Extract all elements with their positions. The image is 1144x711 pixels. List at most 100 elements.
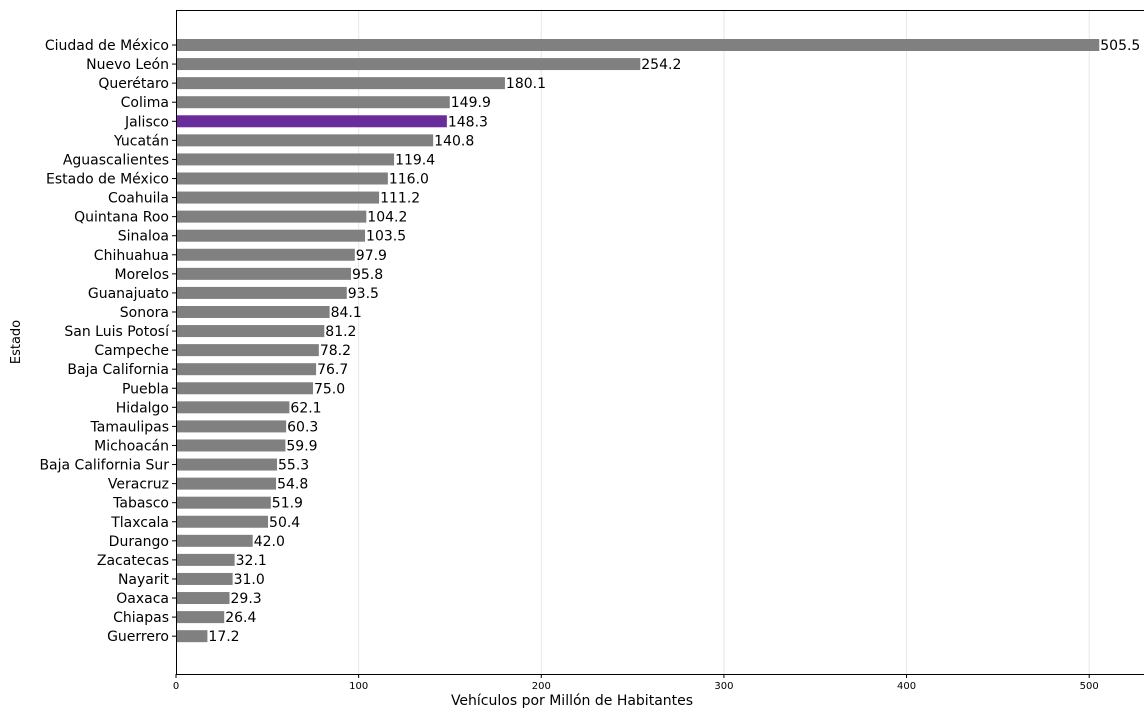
axes	[176, 10, 1144, 675]
bar-23	[176, 477, 277, 490]
category-label: San Luis Potosí	[64, 324, 170, 340]
bar-12	[176, 267, 351, 280]
category-labels: Ciudad de México Nuevo León Querétaro Colim…	[39, 38, 176, 645]
category-label: Yucatán	[113, 133, 169, 149]
category-label: Baja California	[67, 362, 169, 378]
bar-15	[176, 325, 325, 338]
value-label: 78.2	[320, 343, 351, 359]
category-label: Querétaro	[98, 76, 169, 92]
bar-17	[176, 363, 317, 376]
bar-8	[176, 191, 380, 204]
value-label: 116.0	[389, 171, 429, 187]
value-label: 180.1	[506, 76, 546, 92]
value-label: 76.7	[317, 362, 348, 378]
bar-24	[176, 496, 271, 509]
value-label: 75.0	[314, 381, 345, 397]
x-tick-label: 300	[714, 681, 733, 692]
x-tick-label: 100	[349, 681, 368, 692]
x-tick-label: 0	[173, 681, 179, 692]
category-label: Estado de México	[46, 171, 169, 187]
category-label: Tabasco	[112, 496, 169, 512]
x-ticks: 0 100 200 300 400 500	[173, 674, 1099, 692]
bar-31	[176, 630, 208, 643]
bar-16	[176, 344, 319, 357]
category-label: Sonora	[120, 305, 169, 321]
bar-14	[176, 305, 330, 318]
category-label: Ciudad de México	[45, 38, 169, 54]
bar-20	[176, 420, 287, 433]
value-label: 104.2	[367, 210, 407, 226]
value-labels: 505.5 254.2 180.1 149.9 148.3 140.8 119.4 116.0…	[208, 38, 1140, 645]
bar-29	[176, 592, 230, 605]
bar-28	[176, 572, 233, 585]
value-label: 51.9	[272, 496, 303, 512]
category-label: Veracruz	[108, 477, 169, 493]
value-label: 54.8	[277, 477, 308, 493]
bar-27	[176, 553, 235, 566]
bar-21	[176, 439, 286, 452]
x-tick-label: 400	[897, 681, 916, 692]
value-label: 60.3	[287, 419, 318, 435]
value-label: 111.2	[380, 191, 420, 207]
bar-3	[176, 96, 450, 109]
category-label: Quintana Roo	[74, 210, 169, 226]
value-label: 140.8	[434, 133, 474, 149]
y-axis-title: Estado	[9, 320, 24, 364]
bar-9	[176, 210, 367, 223]
value-label: 95.8	[352, 267, 383, 283]
bar-26	[176, 534, 253, 547]
value-label: 505.5	[1100, 38, 1140, 54]
category-label: Sinaloa	[118, 229, 169, 245]
bar-19	[176, 401, 290, 414]
value-label: 84.1	[331, 305, 362, 321]
category-label: Durango	[109, 534, 169, 550]
value-label: 81.2	[325, 324, 356, 340]
bar-13	[176, 286, 347, 299]
category-label: Nayarit	[118, 572, 170, 588]
category-label: Zacatecas	[97, 553, 169, 569]
category-label: Michoacán	[94, 438, 169, 454]
value-label: 26.4	[225, 610, 256, 626]
category-label: Nuevo León	[86, 57, 169, 73]
category-label: Chihuahua	[94, 248, 169, 264]
plot-frame	[176, 10, 1144, 675]
category-label: Oaxaca	[116, 591, 169, 607]
category-label: Jalisco	[124, 114, 169, 130]
category-label: Baja California Sur	[39, 458, 169, 474]
value-label: 55.3	[278, 458, 309, 474]
bar-5	[176, 134, 434, 147]
value-label: 149.9	[451, 95, 491, 111]
value-label: 254.2	[641, 57, 681, 73]
value-label: 103.5	[366, 229, 406, 245]
category-label: Chiapas	[113, 610, 169, 626]
category-label: Puebla	[122, 381, 169, 397]
x-tick-label: 200	[532, 681, 551, 692]
value-label: 31.0	[234, 572, 265, 588]
category-label: Hidalgo	[116, 400, 169, 416]
category-label: Morelos	[115, 267, 169, 283]
bars	[176, 39, 1100, 643]
category-label: Tamaulipas	[90, 419, 169, 435]
value-label: 62.1	[290, 400, 321, 416]
value-label: 97.9	[356, 248, 387, 264]
bar-7	[176, 172, 388, 185]
category-label: Campeche	[94, 343, 169, 359]
bar-1	[176, 58, 641, 71]
grid-lines	[358, 10, 1090, 674]
value-label: 42.0	[254, 534, 285, 550]
value-label: 17.2	[208, 629, 239, 645]
bar-6	[176, 153, 395, 166]
bar-10	[176, 229, 366, 242]
bar-0	[176, 39, 1100, 51]
bar-4	[176, 115, 447, 128]
category-label: Coahuila	[108, 191, 169, 207]
bar-2	[176, 77, 505, 90]
category-label: Guanajuato	[88, 286, 169, 302]
value-label: 119.4	[395, 152, 435, 168]
category-label: Tlaxcala	[110, 515, 169, 531]
value-label: 93.5	[348, 286, 379, 302]
value-label: 32.1	[236, 553, 267, 569]
bar-30	[176, 611, 225, 624]
x-axis-title: Vehículos por Millón de Habitantes	[451, 693, 693, 709]
